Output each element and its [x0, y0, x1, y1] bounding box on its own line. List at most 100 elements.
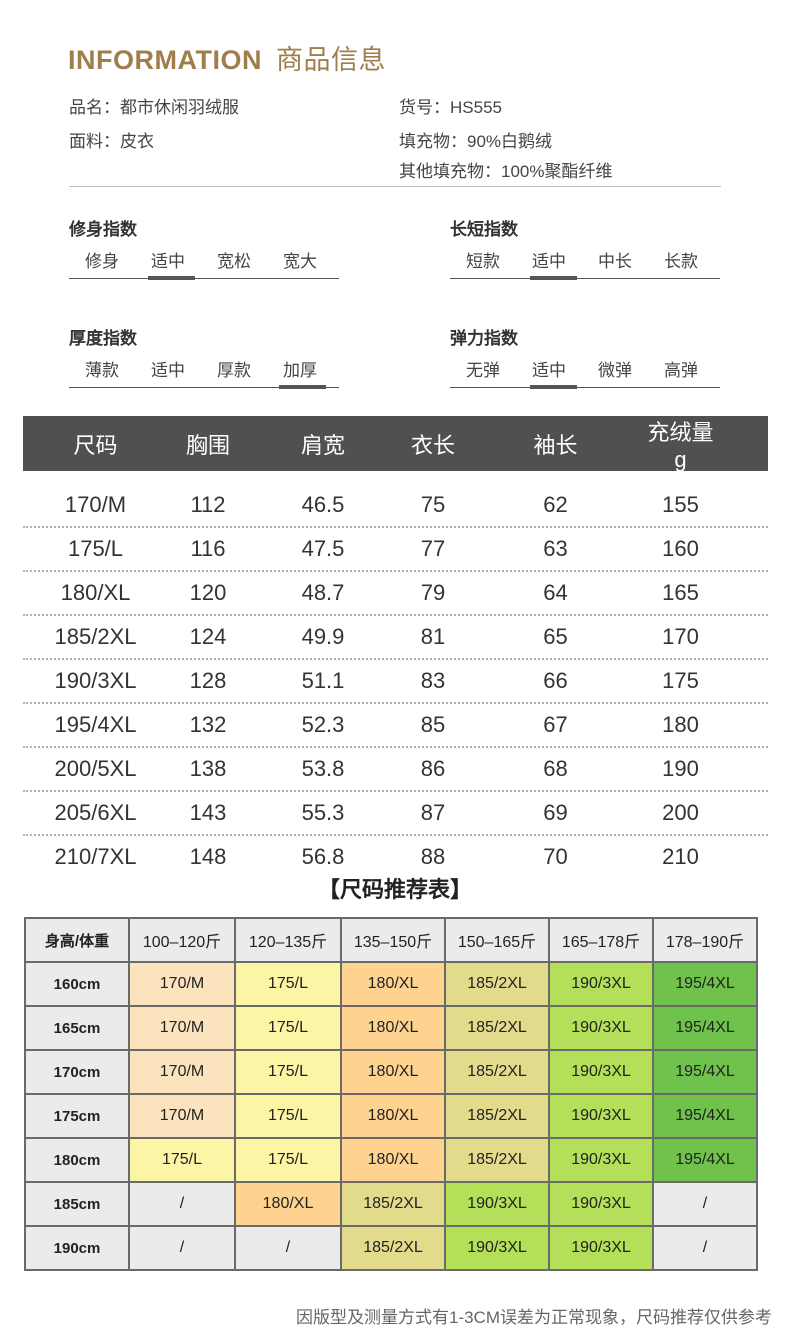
index-option: 宽大 — [283, 252, 317, 271]
table-cell: 112 — [190, 491, 226, 517]
table-cell: 180/XL — [60, 580, 131, 605]
recommend-row: 190cm //185/2XL 190/3XL 190/3XL / — [24, 1225, 758, 1271]
table-cell: 190 — [662, 756, 699, 781]
size-table: 尺码 胸围 肩宽 衣长 袖长 充绒量g 170/M 112 46.5 75 62 155 1… — [23, 416, 768, 878]
table-cell: 124 — [189, 624, 227, 649]
size-cell: 175/L — [128, 1137, 236, 1183]
index-option: 修身 — [85, 252, 119, 271]
index-option: 加厚 — [283, 361, 317, 380]
index-marker — [279, 385, 326, 389]
size-cell: 195/4XL — [652, 1005, 758, 1051]
table-cell: 143 — [189, 800, 227, 825]
weight-header: 120–135斤 — [234, 917, 342, 963]
size-cell: 190/3XL — [548, 1093, 654, 1139]
index-elasticity: 弹力指数 无弹 适中 微弹 高弹 — [450, 324, 722, 389]
table-cell: 138 — [189, 756, 227, 781]
table-cell: 46.5 — [301, 491, 345, 517]
table-cell: 195/4XL — [54, 712, 137, 737]
index-option: 高弹 — [664, 361, 698, 380]
table-cell: 200 — [662, 800, 699, 825]
size-cell: 190/3XL — [548, 1049, 654, 1095]
index-option: 无弹 — [466, 361, 500, 380]
disclaimer-note: 因版型及测量方式有1-3CM误差为正常现象，尺码推荐仅供参考 — [295, 1308, 772, 1327]
size-cell: 195/4XL — [652, 961, 758, 1007]
table-row: 205/6XL 143 55.3 87 69 200 — [23, 792, 768, 836]
size-cell: 175/L — [234, 961, 342, 1007]
weight-header: 165–178斤 — [548, 917, 654, 963]
table-cell: 210 — [662, 844, 699, 869]
table-cell: 56.8 — [301, 844, 345, 869]
table-cell: 185/2XL — [54, 624, 137, 649]
recommend-header-row: 身高/体重 100–120斤 120–135斤 135–150斤 150–165… — [24, 917, 758, 963]
table-cell: 116 — [190, 536, 226, 561]
size-table-header: 尺码 胸围 肩宽 衣长 袖长 充绒量g — [23, 416, 768, 472]
table-cell: 49.9 — [301, 624, 345, 649]
size-cell: / — [652, 1181, 758, 1227]
size-cell: 175/L — [234, 1005, 342, 1051]
title-en: INFORMATION — [68, 45, 262, 75]
table-cell: 160 — [662, 536, 699, 561]
size-cell: 190/3XL — [548, 1225, 654, 1271]
size-cell: / — [234, 1225, 342, 1271]
table-cell: 210/7XL — [54, 844, 137, 869]
index-title: 长短指数 — [450, 220, 518, 239]
size-cell: 170/M — [128, 1093, 236, 1139]
recommend-row: 160cm 170/M 175/L 180/XL 185/2XL 190/3XL 195/4… — [24, 961, 758, 1007]
table-cell: 190/3XL — [54, 668, 137, 693]
table-cell: 64 — [543, 580, 568, 605]
index-option: 短款 — [466, 252, 500, 271]
index-marker — [530, 385, 577, 389]
table-row: 175/L 116 47.5 77 63 160 — [23, 528, 768, 572]
table-cell: 170/M — [64, 491, 127, 517]
index-option: 薄款 — [85, 361, 119, 380]
header-cell: 肩宽 — [300, 432, 345, 458]
size-cell: 185/2XL — [340, 1181, 446, 1227]
table-cell: 65 — [543, 624, 568, 649]
recommend-row: 170cm 170/M 175/L 180/XL 185/2XL 190/3XL 195/4… — [24, 1049, 758, 1095]
size-cell: 190/3XL — [548, 961, 654, 1007]
table-cell: 79 — [420, 580, 446, 605]
index-scale — [450, 385, 720, 389]
size-cell: 195/4XL — [652, 1137, 758, 1183]
header-cell: 衣长 — [410, 432, 455, 458]
index-thickness: 厚度指数 薄款 适中 厚款 加厚 — [69, 324, 341, 389]
table-cell: 128 — [189, 668, 227, 693]
table-cell: 148 — [189, 844, 227, 869]
info-filling: 填充物：90%白鹅绒 — [399, 132, 553, 151]
table-cell: 120 — [189, 580, 227, 605]
header-cell: 充绒量g — [647, 419, 714, 472]
height-cell: 180cm — [24, 1137, 130, 1183]
table-cell: 68 — [543, 756, 568, 781]
size-cell: 190/3XL — [444, 1225, 550, 1271]
index-length: 长短指数 短款 适中 中长 长款 — [450, 215, 722, 280]
index-option: 厚款 — [217, 361, 251, 380]
table-row: 180/XL 120 48.7 79 64 165 — [23, 572, 768, 616]
table-cell: 75 — [420, 491, 446, 517]
size-cell: 180/XL — [340, 1049, 446, 1095]
size-cell: 180/XL — [340, 961, 446, 1007]
table-cell: 51.1 — [301, 668, 345, 693]
table-row: 190/3XL 128 51.1 83 66 175 — [23, 660, 768, 704]
size-cell: 185/2XL — [444, 1093, 550, 1139]
size-cell: 175/L — [234, 1093, 342, 1139]
size-cell: 170/M — [128, 1005, 236, 1051]
recommend-row: 185cm/180/XL 185/2XL 190/3XL 190/3XL / — [24, 1181, 758, 1227]
height-cell: 170cm — [24, 1049, 130, 1095]
table-cell: 48.7 — [301, 580, 345, 605]
title-cn: 商品信息 — [275, 45, 386, 75]
info-name: 品名：都市休闲羽绒服 — [69, 98, 239, 117]
index-option: 适中 — [532, 252, 566, 271]
table-row: 195/4XL 132 52.3 85 67 180 — [23, 704, 768, 748]
index-scale — [450, 276, 720, 280]
recommend-row: 165cm 170/M 175/L 180/XL 185/2XL 190/3XL 195/4… — [24, 1005, 758, 1051]
recommend-row: 175cm 170/M 175/L 180/XL 185/2XL 190/3XL 195/4… — [24, 1093, 758, 1139]
size-cell: 195/4XL — [652, 1093, 758, 1139]
table-cell: 175/L — [67, 536, 124, 561]
height-cell: 165cm — [24, 1005, 130, 1051]
table-cell: 86 — [420, 756, 446, 781]
weight-header: 178–190斤 — [652, 917, 758, 963]
index-title: 修身指数 — [69, 220, 137, 239]
height-cell: 185cm — [24, 1181, 130, 1227]
table-cell: 88 — [420, 844, 446, 869]
recommend-title: 【尺码推荐表】 — [317, 877, 472, 902]
